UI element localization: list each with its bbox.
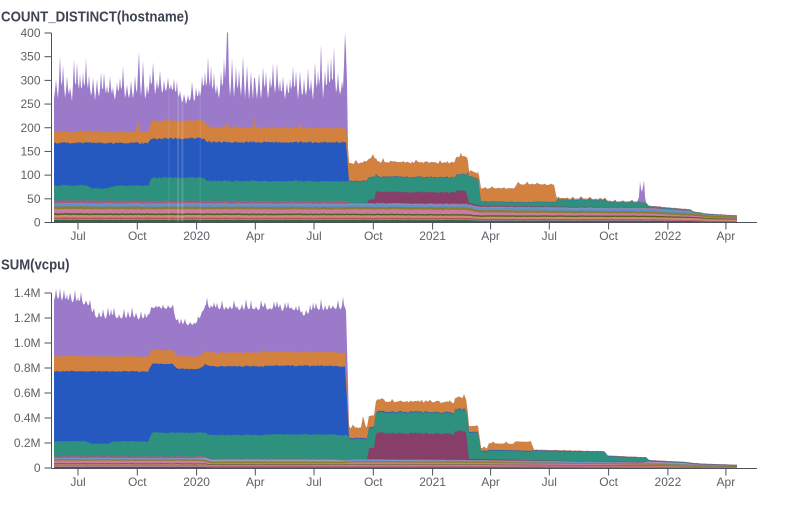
svg-text:200: 200 xyxy=(20,121,40,135)
svg-text:1.4M: 1.4M xyxy=(14,286,41,300)
svg-text:400: 400 xyxy=(20,26,40,40)
svg-text:150: 150 xyxy=(20,144,40,158)
svg-text:1.2M: 1.2M xyxy=(14,311,41,325)
svg-text:0.4M: 0.4M xyxy=(14,411,41,425)
svg-text:0.6M: 0.6M xyxy=(14,386,41,400)
svg-text:Apr: Apr xyxy=(246,229,265,243)
svg-text:100: 100 xyxy=(20,168,40,182)
svg-text:Apr: Apr xyxy=(717,475,736,489)
svg-text:0.8M: 0.8M xyxy=(14,361,41,375)
svg-text:2020: 2020 xyxy=(183,475,210,489)
svg-text:350: 350 xyxy=(20,50,40,64)
svg-text:Oct: Oct xyxy=(128,475,147,489)
svg-text:Apr: Apr xyxy=(481,475,500,489)
svg-text:0: 0 xyxy=(34,461,41,475)
svg-text:COUNT_DISTINCT(hostname): COUNT_DISTINCT(hostname) xyxy=(1,9,189,26)
svg-text:Jul: Jul xyxy=(70,475,85,489)
svg-text:2022: 2022 xyxy=(655,475,682,489)
svg-text:0.2M: 0.2M xyxy=(14,436,41,450)
svg-text:Jul: Jul xyxy=(306,475,321,489)
svg-text:2021: 2021 xyxy=(419,229,446,243)
svg-text:250: 250 xyxy=(20,97,40,111)
svg-text:Jul: Jul xyxy=(542,229,557,243)
svg-text:2020: 2020 xyxy=(183,229,210,243)
svg-text:50: 50 xyxy=(27,192,41,206)
svg-text:Jul: Jul xyxy=(306,229,321,243)
svg-text:Oct: Oct xyxy=(364,475,383,489)
svg-text:2021: 2021 xyxy=(419,475,446,489)
svg-text:Apr: Apr xyxy=(717,229,736,243)
svg-text:1.0M: 1.0M xyxy=(14,336,41,350)
svg-text:Apr: Apr xyxy=(246,475,265,489)
svg-text:2022: 2022 xyxy=(655,229,682,243)
svg-text:Apr: Apr xyxy=(481,229,500,243)
svg-text:SUM(vcpu): SUM(vcpu) xyxy=(1,257,70,274)
svg-text:Oct: Oct xyxy=(364,229,383,243)
svg-text:Oct: Oct xyxy=(599,475,618,489)
svg-text:Jul: Jul xyxy=(70,229,85,243)
svg-text:300: 300 xyxy=(20,73,40,87)
svg-text:Oct: Oct xyxy=(128,229,147,243)
svg-text:Jul: Jul xyxy=(542,475,557,489)
svg-text:0: 0 xyxy=(34,216,41,230)
svg-text:Oct: Oct xyxy=(599,229,618,243)
